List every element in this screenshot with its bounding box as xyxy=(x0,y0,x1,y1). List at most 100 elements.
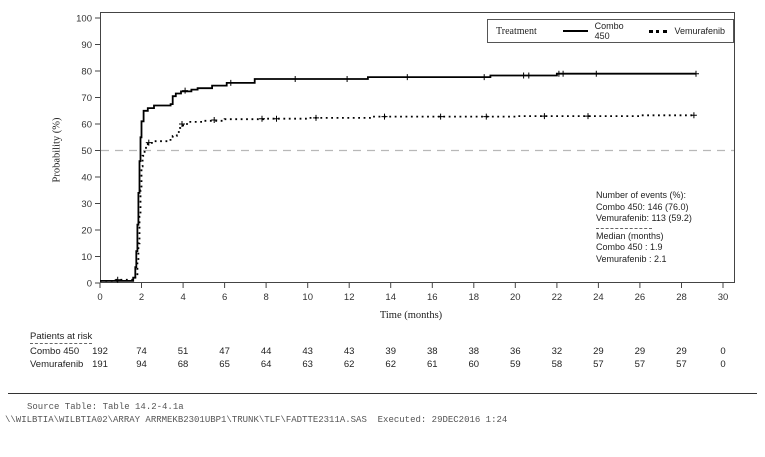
at-risk-value: 62 xyxy=(385,359,397,370)
at-risk-value: 191 xyxy=(92,359,108,370)
km-chart-canvas: 0 2 4 6 8 10 12 14 16 18 20 22 24 26 28 300102030405060… xyxy=(76,12,735,303)
events-annotation: Number of events (%): Combo 450: 146 (76… xyxy=(596,190,692,266)
x-tick-label: 24 xyxy=(593,292,604,303)
x-tick-label: 2 xyxy=(139,292,144,303)
x-tick-label: 18 xyxy=(469,292,480,303)
curve-combo-450 xyxy=(100,72,696,282)
censor-mark xyxy=(381,113,388,120)
censor-mark xyxy=(481,74,488,81)
at-risk-value: 38 xyxy=(468,346,480,357)
y-tick-label: 0 xyxy=(87,279,92,290)
x-tick-label: 30 xyxy=(718,292,729,303)
legend-label-vemurafenib: Vemurafenib xyxy=(674,26,725,36)
at-risk-value: 51 xyxy=(177,346,189,357)
censor-mark xyxy=(292,76,299,82)
censor-mark xyxy=(227,79,234,86)
y-axis-title: Probability (%) xyxy=(51,117,63,183)
x-tick-label: 6 xyxy=(222,292,227,303)
at-risk-value: 57 xyxy=(593,359,604,370)
censor-mark xyxy=(114,276,121,283)
annotation-divider xyxy=(596,227,652,229)
x-tick-label: 22 xyxy=(552,292,563,303)
legend-title: Treatment xyxy=(496,25,537,37)
solid-line-icon xyxy=(562,30,588,32)
censor-mark xyxy=(313,114,319,121)
at-risk-value: 63 xyxy=(302,359,313,370)
at-risk-value: 43 xyxy=(302,346,313,357)
y-tick-label: 30 xyxy=(81,199,92,210)
legend-item-combo: Combo 450 xyxy=(562,21,631,41)
censor-mark xyxy=(273,115,280,122)
at-risk-value: 60 xyxy=(468,359,480,370)
at-risk-value: 38 xyxy=(426,346,438,357)
at-risk-row: Vemurafenib 191 94 68 65 64 63 62 62 61 60 59 58 57 57… xyxy=(0,359,765,371)
events-header: Number of events (%): xyxy=(596,190,687,200)
at-risk-value: 58 xyxy=(551,359,563,370)
y-tick-label: 50 xyxy=(81,146,92,157)
source-table-line: Source Table: Table 14.2-4.1a xyxy=(27,402,184,412)
footer-rule xyxy=(8,393,757,394)
dotted-line-icon xyxy=(649,29,668,33)
at-risk-value: 39 xyxy=(385,346,397,357)
censor-mark xyxy=(145,139,152,146)
median-combo: Combo 450 : 1.9 xyxy=(596,242,663,253)
y-tick-label: 70 xyxy=(81,93,92,104)
censor-mark xyxy=(483,113,490,120)
censor-mark xyxy=(404,74,411,81)
at-risk-value: 64 xyxy=(260,359,272,370)
y-tick-label: 10 xyxy=(81,252,92,263)
program-path-line: \\WILBTIA\WILBTIA02\ARRAY ARRMEKB2301UBP… xyxy=(5,415,508,425)
legend-item-vemurafenib: Vemurafenib xyxy=(649,26,725,36)
censor-mark xyxy=(585,113,591,120)
at-risk-value: 36 xyxy=(510,346,521,357)
censor-mark xyxy=(541,113,548,120)
at-risk-value: 29 xyxy=(634,346,646,357)
y-tick-label: 80 xyxy=(81,67,92,78)
censor-mark xyxy=(211,117,218,123)
at-risk-value: 0 xyxy=(720,346,726,357)
y-tick-label: 90 xyxy=(81,40,92,51)
median-header: Median (months) xyxy=(596,230,664,241)
at-risk-value: 68 xyxy=(177,359,189,370)
x-tick-label: 10 xyxy=(302,292,313,303)
at-risk-value: 61 xyxy=(426,359,438,370)
y-tick-label: 60 xyxy=(81,120,92,131)
x-tick-label: 4 xyxy=(180,292,185,303)
at-risk-value: 59 xyxy=(510,359,521,370)
at-risk-value: 29 xyxy=(593,346,604,357)
at-risk-value: 57 xyxy=(634,359,646,370)
x-tick-label: 0 xyxy=(97,292,102,303)
x-tick-label: 26 xyxy=(635,292,646,303)
censor-mark xyxy=(693,70,699,77)
at-risk-row: Combo 450 192 74 51 47 44 43 43 39 38 38 36 32 29 29 29… xyxy=(0,346,765,358)
censor-mark xyxy=(437,113,444,120)
at-risk-value: 32 xyxy=(551,346,563,357)
y-tick-label: 100 xyxy=(76,14,92,25)
legend-label-combo: Combo 450 xyxy=(594,21,624,41)
at-risk-value: 74 xyxy=(136,346,147,357)
x-tick-label: 16 xyxy=(427,292,438,303)
at-risk-value: 0 xyxy=(720,359,726,370)
at-risk-row-label: Vemurafenib xyxy=(30,359,84,370)
at-risk-value: 192 xyxy=(92,346,108,357)
censor-mark xyxy=(593,70,600,77)
legend: Treatment Combo 450 Vemurafenib xyxy=(487,19,734,43)
at-risk-value: 44 xyxy=(260,346,272,357)
at-risk-value: 47 xyxy=(219,346,230,357)
censor-mark xyxy=(259,115,265,122)
x-tick-label: 8 xyxy=(263,292,268,303)
censor-mark xyxy=(560,70,567,77)
median-vemurafenib: Vemurafenib : 2.1 xyxy=(596,253,667,264)
censor-mark xyxy=(344,76,351,82)
censor-mark xyxy=(690,112,697,119)
at-risk-title: Patients at risk xyxy=(30,331,93,344)
x-tick-label: 20 xyxy=(510,292,521,303)
y-tick-label: 40 xyxy=(81,173,92,184)
censor-mark xyxy=(525,72,532,79)
at-risk-row-label: Combo 450 xyxy=(30,346,80,357)
at-risk-value: 65 xyxy=(219,359,230,370)
at-risk-value: 94 xyxy=(136,359,147,370)
at-risk-value: 62 xyxy=(343,359,355,370)
x-axis-title: Time (months) xyxy=(379,310,443,321)
